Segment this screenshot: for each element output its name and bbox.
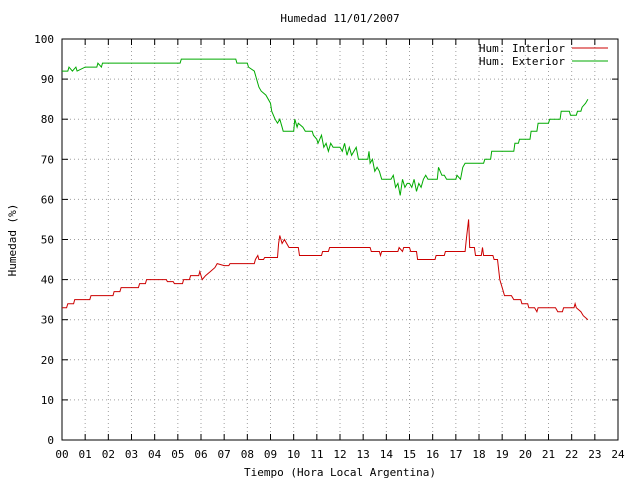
series-lines [62,58,589,321]
x-tick-label: 07 [218,448,231,461]
chart-title: Humedad 11/01/2007 [280,12,399,25]
y-tick-label: 80 [41,113,54,126]
y-tick-label: 70 [41,153,54,166]
x-axis: 00 01 02 03 04 05 06 07 08 09 10 11 12 13 14 15 16 17 18 19… [55,39,625,461]
x-tick-label: 12 [333,448,346,461]
x-tick-label: 01 [79,448,92,461]
x-tick-label: 18 [472,448,485,461]
y-tick-label: 10 [41,394,54,407]
x-tick-label: 04 [148,448,162,461]
y-tick-label: 0 [47,434,54,447]
x-tick-label: 10 [287,448,300,461]
y-axis: 0 10 20 30 40 50 60 70 80 90 100 [34,33,618,447]
x-tick-label: 23 [588,448,601,461]
x-tick-label: 16 [426,448,439,461]
y-axis-label: Humedad (%) [6,204,19,277]
y-tick-label: 60 [41,193,54,206]
series-line-interior [62,219,589,321]
x-tick-label: 11 [310,448,323,461]
y-tick-label: 50 [41,234,54,247]
x-tick-label: 13 [357,448,370,461]
x-tick-label: 03 [125,448,138,461]
x-tick-label: 24 [611,448,625,461]
x-tick-label: 09 [264,448,277,461]
x-tick-label: 05 [171,448,184,461]
x-axis-label: Tiempo (Hora Local Argentina) [244,466,436,479]
x-tick-label: 17 [449,448,462,461]
x-tick-label: 22 [565,448,578,461]
x-tick-label: 08 [241,448,254,461]
x-tick-label: 19 [496,448,509,461]
x-tick-label: 02 [102,448,115,461]
y-tick-label: 20 [41,354,54,367]
y-tick-label: 100 [34,33,54,46]
legend-label: Hum. Exterior [479,55,565,68]
legend-label: Hum. Interior [479,42,565,55]
y-tick-label: 40 [41,274,54,287]
x-tick-label: 20 [519,448,532,461]
x-tick-label: 00 [55,448,68,461]
y-tick-label: 30 [41,314,54,327]
x-tick-label: 06 [194,448,207,461]
y-tick-label: 90 [41,73,54,86]
x-tick-label: 14 [380,448,394,461]
x-tick-label: 21 [542,448,555,461]
x-tick-label: 15 [403,448,416,461]
series-line-exterior [62,58,589,196]
grid [62,39,618,440]
